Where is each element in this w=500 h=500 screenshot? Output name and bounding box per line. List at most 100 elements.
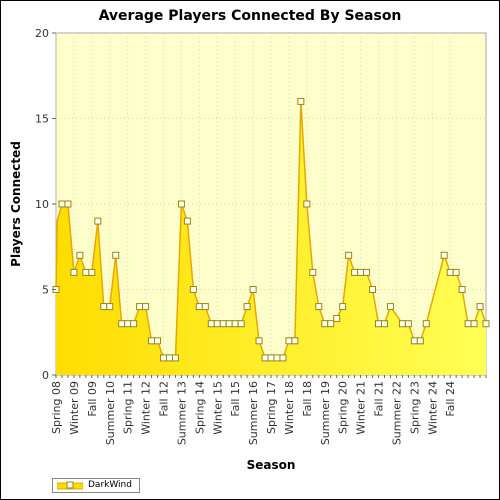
x-tick-label: Winter 21 bbox=[355, 381, 368, 435]
data-point bbox=[398, 320, 406, 328]
data-point bbox=[165, 354, 173, 362]
data-point bbox=[261, 354, 269, 362]
data-point bbox=[112, 251, 120, 259]
chart-title: Average Players Connected By Season bbox=[98, 8, 402, 24]
x-tick-label: Fall 15 bbox=[229, 381, 242, 417]
y-tick-label: 10 bbox=[35, 198, 49, 211]
data-point bbox=[404, 320, 412, 328]
y-tick-label: 0 bbox=[42, 369, 49, 382]
data-point bbox=[195, 303, 203, 311]
data-point bbox=[458, 286, 466, 293]
data-point bbox=[118, 320, 126, 328]
data-point bbox=[136, 303, 144, 311]
data-point bbox=[375, 320, 382, 328]
data-point bbox=[315, 303, 323, 311]
y-axis: 0 5 10 15 20 bbox=[35, 27, 56, 382]
legend: DarkWind bbox=[52, 478, 140, 493]
series-area-fill bbox=[56, 101, 486, 376]
data-point bbox=[88, 268, 96, 276]
x-tick-label: Winter 18 bbox=[283, 381, 296, 435]
data-point bbox=[410, 337, 418, 345]
data-point bbox=[64, 200, 72, 208]
legend-label: DarkWind bbox=[88, 480, 132, 490]
data-point bbox=[142, 303, 150, 311]
data-point bbox=[357, 268, 365, 276]
data-point bbox=[291, 337, 299, 345]
x-tick-label: Fall 12 bbox=[158, 381, 171, 417]
x-tick-label: Fall 24 bbox=[444, 381, 457, 417]
y-axis-title: Players Connected bbox=[9, 141, 23, 267]
x-tick-label: Spring 14 bbox=[193, 381, 206, 434]
x-tick-label: Spring 20 bbox=[337, 381, 350, 434]
x-tick-label: Winter 12 bbox=[140, 381, 153, 435]
data-point bbox=[201, 303, 209, 311]
data-point bbox=[476, 303, 484, 311]
data-point bbox=[345, 251, 353, 259]
data-point bbox=[339, 303, 347, 311]
data-point bbox=[464, 320, 472, 328]
x-axis-title: Season bbox=[247, 458, 296, 472]
data-point bbox=[106, 303, 114, 311]
x-tick-label: Summer 10 bbox=[104, 381, 117, 445]
data-point bbox=[267, 354, 275, 362]
data-point bbox=[76, 251, 84, 259]
data-point bbox=[380, 320, 388, 328]
data-point bbox=[82, 268, 90, 276]
data-point bbox=[285, 337, 293, 345]
data-point bbox=[255, 337, 263, 345]
data-point bbox=[440, 251, 448, 259]
x-tick-label: Spring 11 bbox=[122, 381, 135, 434]
x-tick-label: Summer 19 bbox=[319, 381, 332, 445]
data-point bbox=[213, 320, 221, 328]
data-point bbox=[154, 337, 162, 345]
y-tick-label: 20 bbox=[35, 27, 49, 40]
data-point bbox=[231, 320, 239, 328]
data-point bbox=[130, 320, 138, 328]
data-point bbox=[160, 354, 167, 362]
data-point bbox=[225, 320, 233, 328]
data-point bbox=[237, 320, 245, 328]
data-point bbox=[279, 354, 287, 362]
x-tick-label: Winter 15 bbox=[211, 381, 224, 435]
data-point bbox=[321, 320, 329, 328]
x-tick-label: Spring 17 bbox=[265, 381, 278, 434]
series-markers bbox=[52, 97, 490, 362]
y-tick-label: 15 bbox=[35, 113, 49, 126]
x-tick-label: Summer 22 bbox=[390, 381, 403, 445]
x-tick-label: Winter 24 bbox=[426, 381, 439, 435]
x-axis: Spring 08 Winter 09 Fall 09 Summer 10 Spring… bbox=[50, 375, 487, 445]
data-point bbox=[207, 320, 215, 328]
data-point bbox=[171, 354, 179, 362]
data-point bbox=[482, 320, 490, 328]
data-point bbox=[303, 200, 311, 208]
x-tick-label: Fall 18 bbox=[301, 381, 314, 417]
x-tick-label: Summer 13 bbox=[175, 381, 188, 445]
x-tick-label: Spring 08 bbox=[50, 381, 63, 434]
data-point bbox=[183, 217, 191, 225]
data-point bbox=[148, 337, 156, 345]
data-point bbox=[177, 200, 185, 208]
data-point bbox=[470, 320, 478, 328]
data-point bbox=[309, 268, 317, 276]
x-tick-label: Fall 09 bbox=[86, 381, 99, 417]
data-point bbox=[369, 286, 377, 293]
data-point bbox=[363, 268, 371, 276]
data-point bbox=[243, 303, 251, 311]
x-tick-label: Spring 23 bbox=[408, 381, 421, 434]
data-point bbox=[416, 337, 424, 345]
legend-swatch bbox=[57, 481, 83, 490]
data-point bbox=[422, 320, 430, 328]
data-point bbox=[100, 303, 108, 311]
data-point bbox=[219, 320, 227, 328]
data-point bbox=[446, 268, 454, 276]
data-point bbox=[297, 97, 305, 105]
x-tick-label: Winter 09 bbox=[68, 381, 81, 435]
x-tick-label: Fall 21 bbox=[373, 381, 386, 417]
y-tick-label: 5 bbox=[42, 284, 49, 297]
data-point bbox=[452, 268, 460, 276]
data-point bbox=[94, 217, 102, 225]
x-tick-label: Summer 16 bbox=[247, 381, 260, 445]
data-point bbox=[70, 268, 78, 276]
data-point bbox=[58, 200, 66, 208]
data-point bbox=[386, 303, 394, 311]
